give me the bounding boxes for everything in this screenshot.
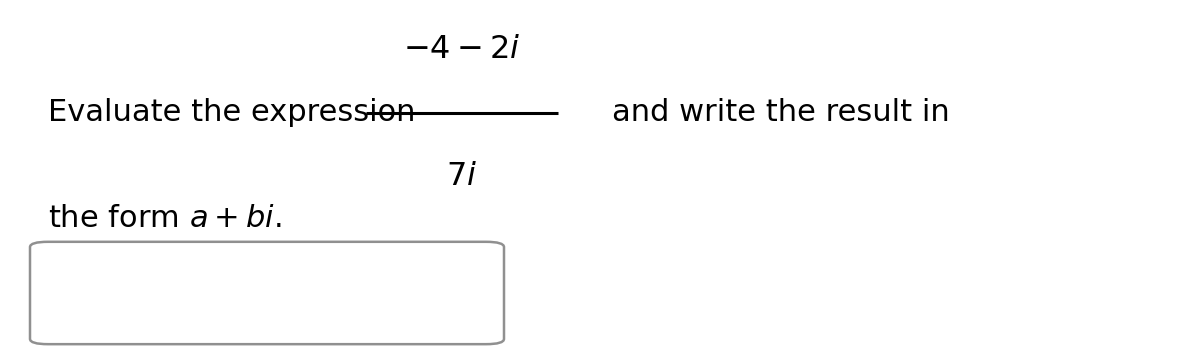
Text: the form $a + bi$.: the form $a + bi$. xyxy=(48,204,282,233)
Text: $-4-2i$: $-4-2i$ xyxy=(403,34,521,65)
Text: Evaluate the expression: Evaluate the expression xyxy=(48,98,415,127)
FancyBboxPatch shape xyxy=(30,242,504,344)
Text: and write the result in: and write the result in xyxy=(612,98,949,127)
Text: $7i$: $7i$ xyxy=(446,161,478,192)
